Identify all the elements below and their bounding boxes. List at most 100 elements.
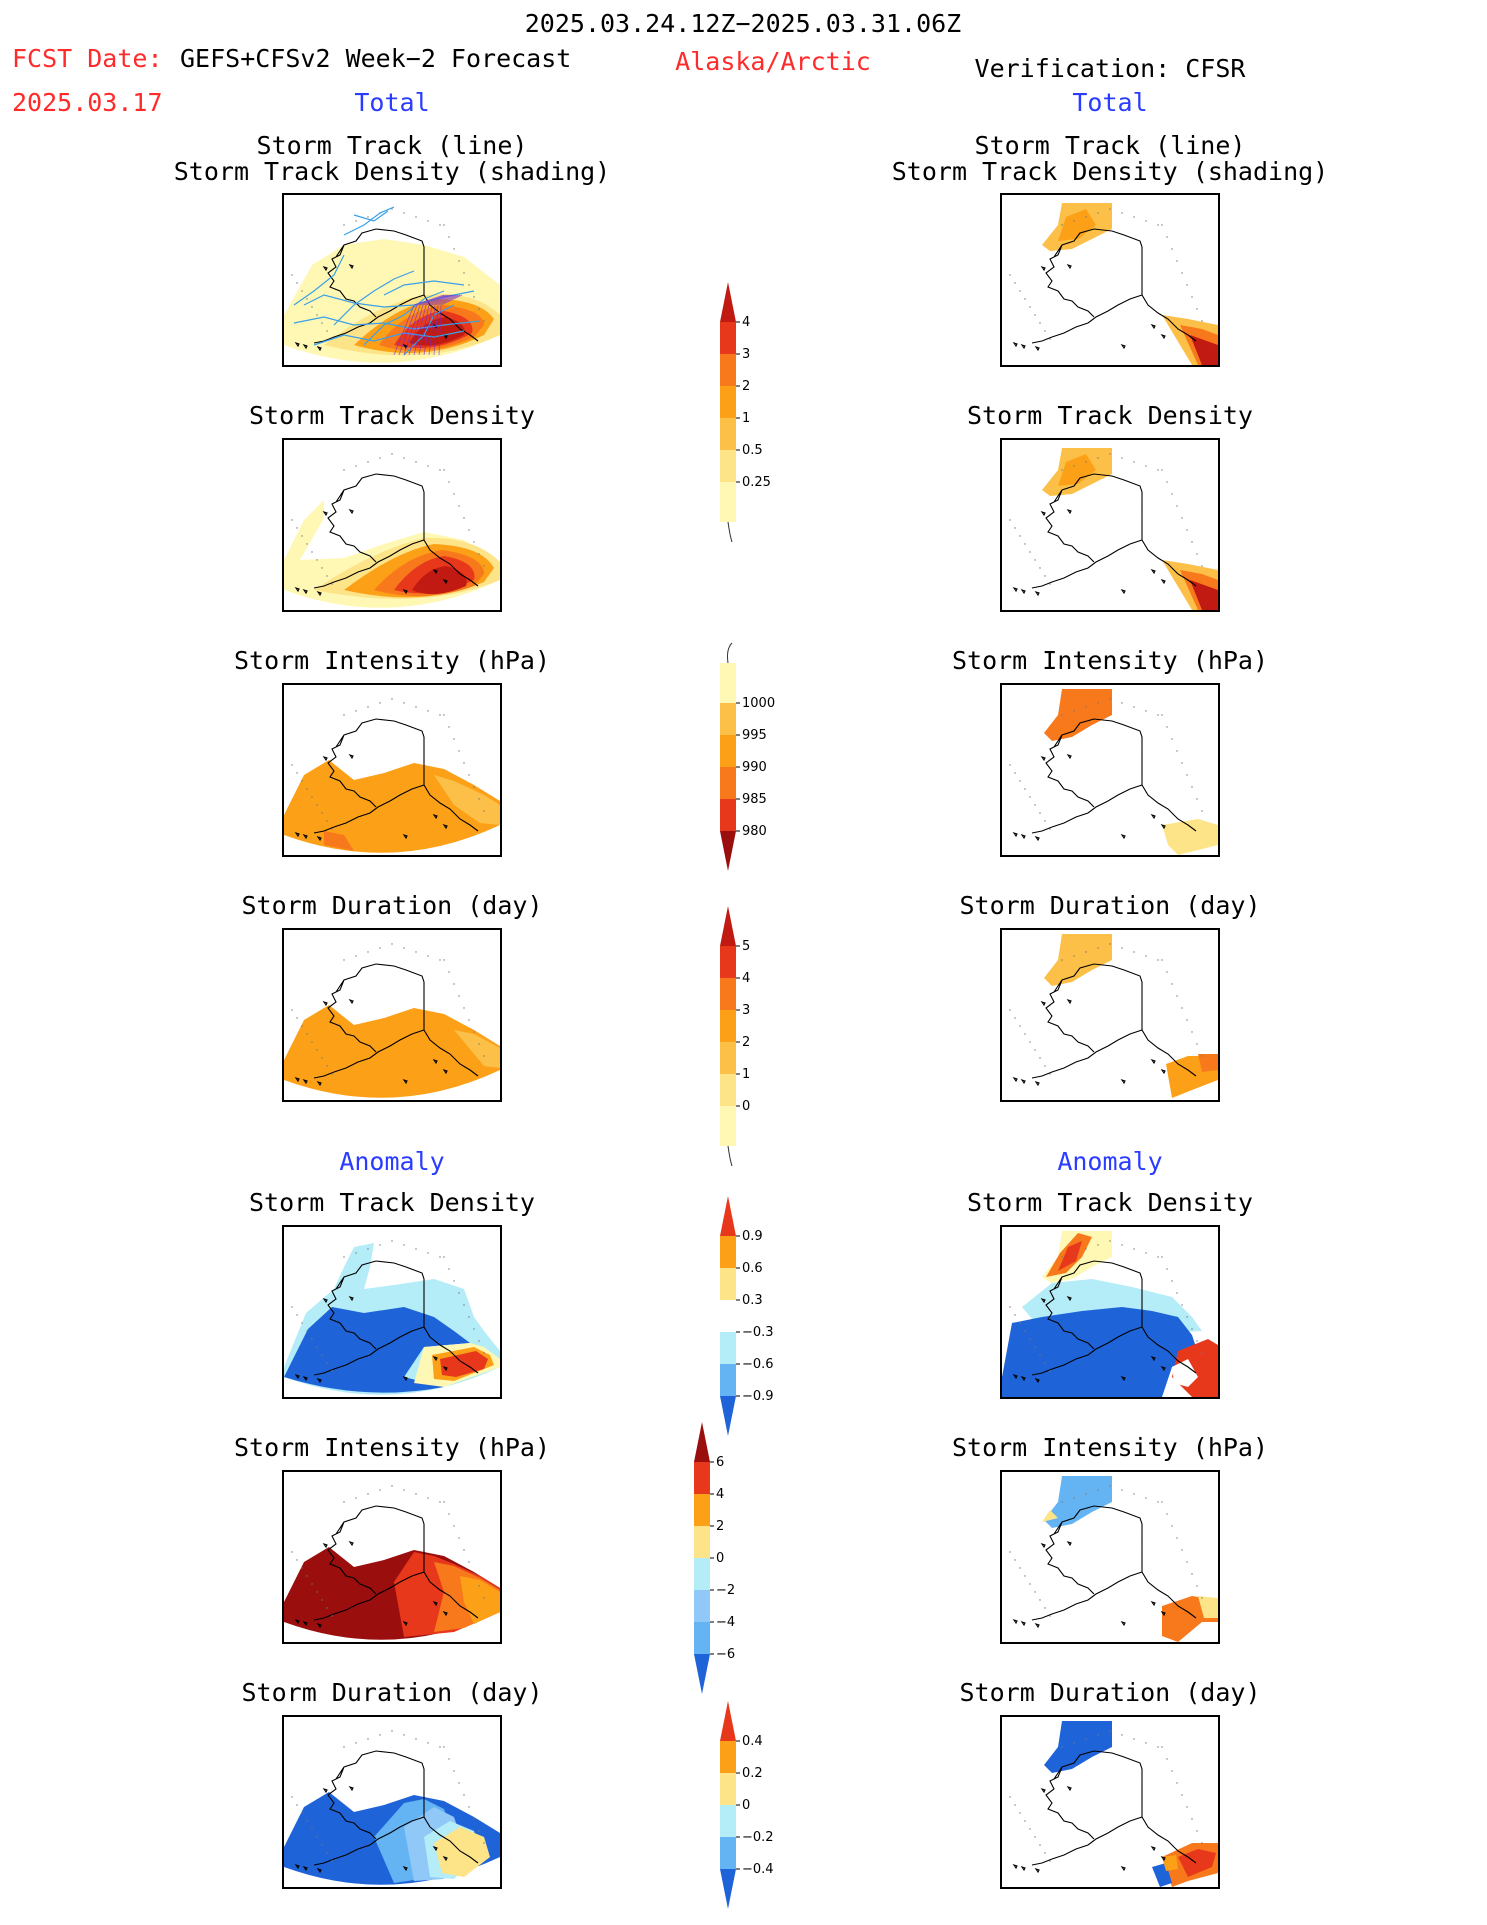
colorbar-tail xyxy=(727,1145,733,1166)
colorbar-tick-label: 2 xyxy=(742,379,750,394)
left-anom-duration-title: Storm Duration (day) xyxy=(241,1678,543,1707)
right-total-label: Total xyxy=(1072,88,1148,117)
alaska-coastline xyxy=(1012,963,1197,1087)
graticule xyxy=(1009,208,1203,340)
colorbar-swatch xyxy=(720,1837,736,1869)
colorbar-swatch xyxy=(720,946,736,978)
colorbar-tick-label: −0.6 xyxy=(742,1357,774,1372)
graticule xyxy=(291,1730,485,1862)
colorbar-tail xyxy=(727,521,733,542)
colorbar-swatch xyxy=(720,978,736,1010)
alaska-coastline xyxy=(1012,1260,1197,1384)
left-intensity-title: Storm Intensity (hPa) xyxy=(233,646,551,675)
colorbar-swatch xyxy=(720,831,736,871)
shaded-region xyxy=(1190,580,1218,610)
shaded-region xyxy=(1178,1849,1216,1877)
colorbar-tick-label: 4 xyxy=(742,971,750,986)
colorbar-swatch xyxy=(720,1106,736,1146)
map-verif-track-density xyxy=(1000,193,1220,367)
colorbar-tick-label: −2 xyxy=(716,1583,735,1598)
colorbar-tick-label: 0 xyxy=(742,1099,750,1114)
alaska-coastline xyxy=(1012,718,1197,842)
colorbar-intensity-anomaly: 6 4 2 0 −2 −4 −6 xyxy=(694,1422,735,1694)
colorbar-swatch xyxy=(694,1622,710,1654)
graticule xyxy=(291,208,485,340)
graticule xyxy=(291,943,485,1075)
colorbar-tick-label: 0.3 xyxy=(742,1293,763,1308)
alaska-coastline xyxy=(294,1260,479,1384)
colorbar-swatch xyxy=(694,1590,710,1622)
date-range-title: 2025.03.24.12Z−2025.03.31.06Z xyxy=(524,9,962,38)
colorbar-swatch xyxy=(720,1332,736,1364)
fcst-date-label: FCST Date: xyxy=(12,44,163,73)
fcst-date: 2025.03.17 xyxy=(12,88,163,117)
colorbar-swatch xyxy=(720,1010,736,1042)
map-forecast-density xyxy=(282,438,502,612)
left-track-shading-title: Storm Track Density (shading) xyxy=(173,157,611,186)
map-forecast-track-density xyxy=(282,193,502,367)
shaded-region xyxy=(434,775,500,825)
left-density-title: Storm Track Density xyxy=(249,401,535,430)
graticule xyxy=(1009,698,1203,830)
graticule xyxy=(1009,1240,1203,1372)
graticule xyxy=(1009,1485,1203,1617)
colorbar-tick-label: 0.6 xyxy=(742,1261,763,1276)
map-forecast-anom-duration xyxy=(282,1715,502,1889)
colorbar-swatch xyxy=(720,1042,736,1074)
alaska-coastline xyxy=(294,718,479,842)
alaska-coastline xyxy=(294,1505,479,1629)
graticule xyxy=(1009,1730,1203,1862)
colorbar-tick-label: 1 xyxy=(742,411,750,426)
map-forecast-anom-density xyxy=(282,1225,502,1399)
colorbar-tick-label: 3 xyxy=(742,1003,750,1018)
colorbar-duration-anomaly: 0.4 0.2 0 −0.2 −0.4 xyxy=(720,1701,774,1909)
colorbar-swatch xyxy=(720,322,736,354)
colorbar-swatch xyxy=(720,1701,736,1741)
graticule xyxy=(291,453,485,585)
colorbar-tick-label: 4 xyxy=(716,1487,724,1502)
left-anom-intensity-title: Storm Intensity (hPa) xyxy=(233,1433,551,1462)
colorbar-swatch xyxy=(720,799,736,831)
alaska-coastline xyxy=(1012,1505,1197,1629)
colorbar-swatch xyxy=(720,1074,736,1106)
colorbar-swatch xyxy=(694,1654,710,1694)
colorbar-swatch xyxy=(720,354,736,386)
shaded-region xyxy=(1002,1307,1198,1397)
map-forecast-intensity xyxy=(282,683,502,857)
colorbar-swatch xyxy=(720,767,736,799)
forecast-name: GEFS+CFSv2 Week−2 Forecast xyxy=(180,44,572,73)
shaded-region xyxy=(1044,934,1112,986)
alaska-coastline xyxy=(1012,473,1197,597)
colorbar-duration-total: 5 4 3 2 1 0 xyxy=(720,906,750,1166)
colorbar-tick-label: −0.2 xyxy=(742,1830,774,1845)
colorbar-density-anomaly: 0.9 0.6 0.3 −0.3 −0.6 −0.9 xyxy=(720,1196,774,1436)
map-verif-duration xyxy=(1000,928,1220,1102)
colorbar-swatch xyxy=(694,1494,710,1526)
left-anom-density-title: Storm Track Density xyxy=(249,1188,535,1217)
colorbar-swatch xyxy=(720,1805,736,1837)
left-track-line-title: Storm Track (line) xyxy=(256,131,528,160)
colorbar-swatch xyxy=(694,1462,710,1494)
colorbar-tick-label: −0.9 xyxy=(742,1389,774,1404)
left-duration-title: Storm Duration (day) xyxy=(241,891,543,920)
colorbar-swatch xyxy=(720,450,736,482)
colorbar-tick-label: 0.4 xyxy=(742,1734,763,1749)
left-total-label: Total xyxy=(354,88,430,117)
graticule xyxy=(1009,943,1203,1075)
shaded-region xyxy=(1042,1510,1058,1522)
right-intensity-title: Storm Intensity (hPa) xyxy=(951,646,1269,675)
right-track-shading-title: Storm Track Density (shading) xyxy=(891,157,1329,186)
shaded-region xyxy=(1198,1596,1218,1618)
shaded-region xyxy=(454,1030,500,1068)
colorbar-tick-label: 3 xyxy=(742,347,750,362)
graticule xyxy=(1009,453,1203,585)
colorbar-tick-label: 0.5 xyxy=(742,443,763,458)
graticule xyxy=(291,1485,485,1617)
colorbar-tick-label: 0.2 xyxy=(742,1766,763,1781)
shaded-region xyxy=(1058,1241,1082,1271)
colorbar-tick-label: 2 xyxy=(716,1519,724,1534)
colorbar-swatch xyxy=(720,1396,736,1436)
alaska-coastline xyxy=(294,473,479,597)
colorbar-tick-label: 990 xyxy=(742,760,767,775)
colorbar-swatch xyxy=(694,1526,710,1558)
